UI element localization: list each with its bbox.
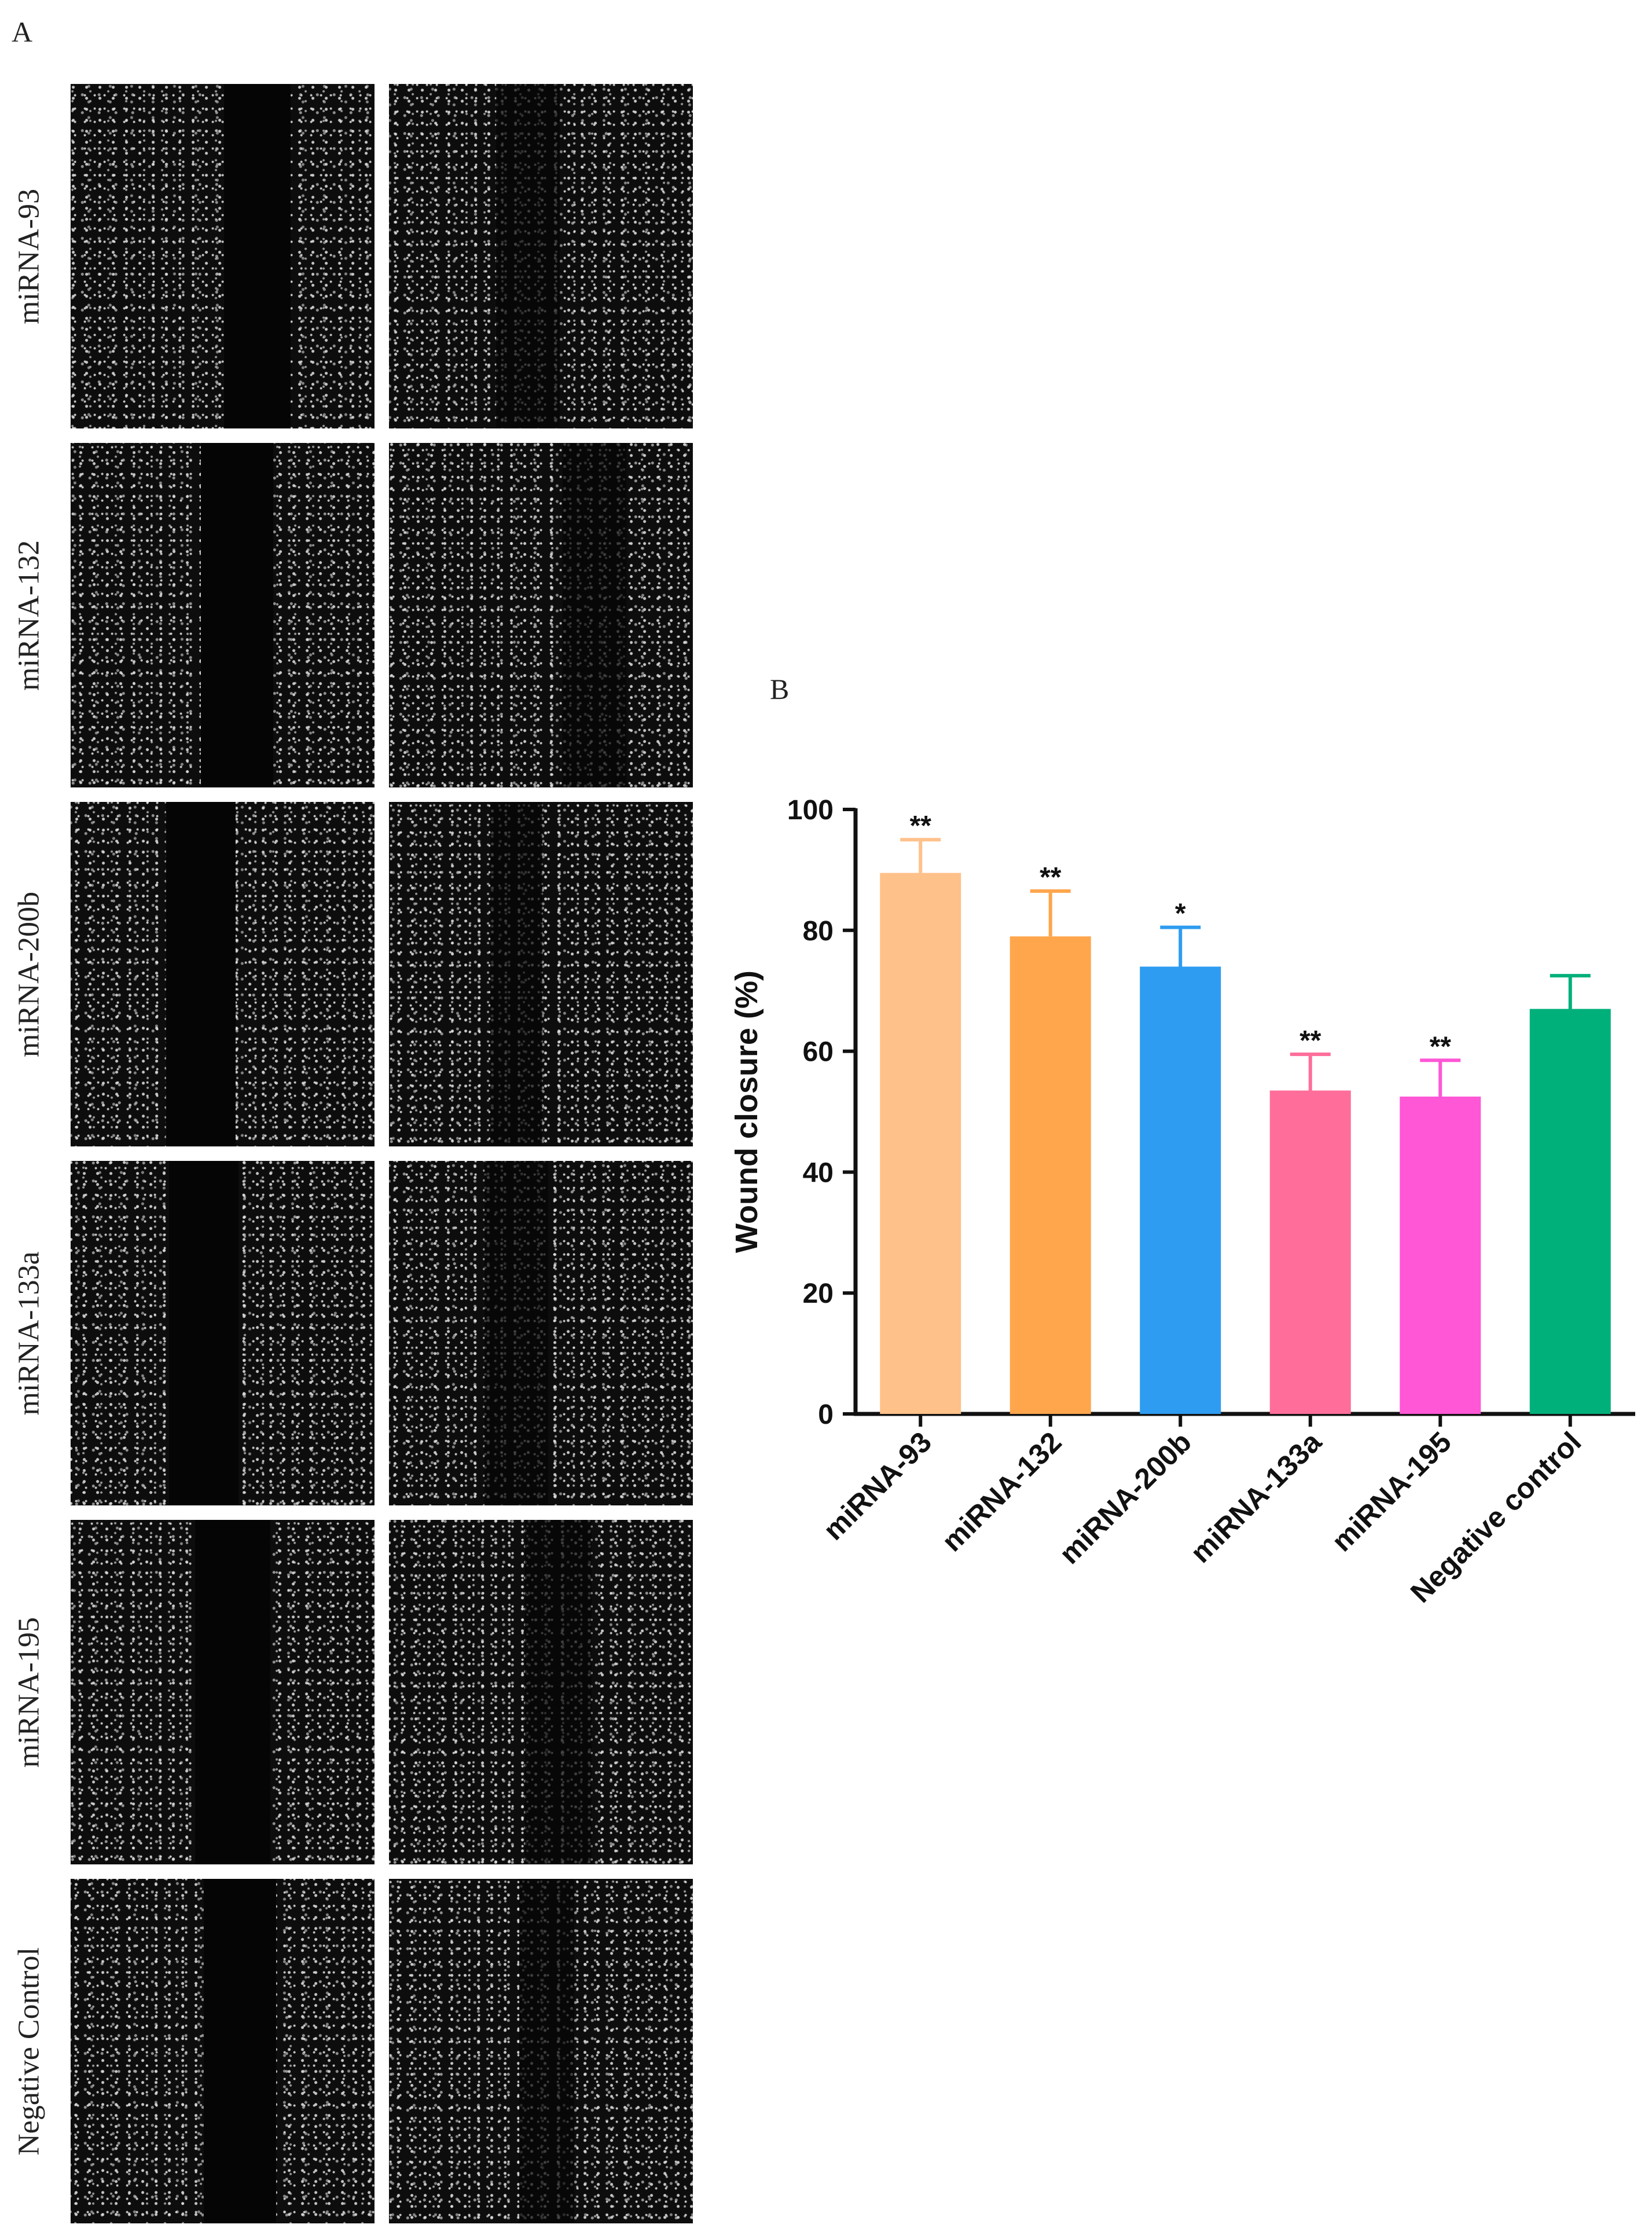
x-tick-label: miRNA-133a	[1184, 1425, 1328, 1569]
y-tick-label: 20	[803, 1278, 834, 1309]
x-tick-label: miRNA-93	[817, 1426, 938, 1547]
wound-gap	[166, 802, 236, 1146]
micrograph-later	[389, 802, 693, 1146]
micrograph-later	[389, 1879, 693, 2223]
panel-a-letter: A	[12, 16, 33, 48]
y-tick-label: 80	[803, 916, 834, 947]
bar	[880, 873, 961, 1414]
x-tick-label: miRNA-195	[1326, 1426, 1458, 1558]
wound-gap	[169, 1161, 238, 1505]
significance-label: **	[1040, 862, 1062, 893]
wound-gap	[496, 84, 560, 428]
micrograph-0h	[71, 1161, 375, 1505]
micrograph-0h	[71, 1520, 375, 1864]
y-axis-title: Wound closure (%)	[729, 970, 764, 1253]
wound-gap	[201, 443, 273, 787]
wound-gap	[563, 443, 626, 787]
wound-gap	[224, 84, 291, 428]
y-tick-label: 40	[803, 1157, 834, 1188]
microscopy-grid: miRNA-93 miRNA-132 miRNA-200b miRNA-133a miR…	[0, 0, 706, 2239]
bar	[1009, 936, 1091, 1414]
x-tick-label: miRNA-200b	[1053, 1426, 1198, 1570]
bar	[1400, 1096, 1481, 1414]
wound-gap	[519, 1879, 574, 2223]
wound-gap	[195, 1520, 270, 1864]
y-tick-label: 0	[818, 1399, 834, 1430]
micrograph-0h	[71, 1879, 375, 2223]
bar	[1529, 1009, 1611, 1414]
micrograph-later	[389, 84, 693, 428]
bar	[1269, 1090, 1351, 1414]
micrograph-0h	[71, 443, 375, 787]
significance-label: **	[1430, 1031, 1452, 1062]
wound-gap	[484, 1161, 548, 1505]
wound-gap	[204, 1879, 276, 2223]
panel-b-letter: B	[770, 673, 790, 705]
micrograph-0h	[71, 84, 375, 428]
bar	[1140, 966, 1221, 1414]
significance-label: **	[910, 811, 932, 841]
wound-gap	[490, 802, 542, 1146]
y-tick-label: 100	[787, 795, 834, 826]
micrograph-later	[389, 1520, 693, 1864]
micrograph-later	[389, 1161, 693, 1505]
significance-label: **	[1299, 1025, 1321, 1056]
significance-label: *	[1175, 899, 1186, 929]
x-tick-label: miRNA-132	[935, 1426, 1067, 1558]
wound-gap	[525, 1520, 592, 1864]
micrograph-later	[389, 443, 693, 787]
micrograph-0h	[71, 802, 375, 1146]
y-tick-label: 60	[803, 1037, 834, 1068]
